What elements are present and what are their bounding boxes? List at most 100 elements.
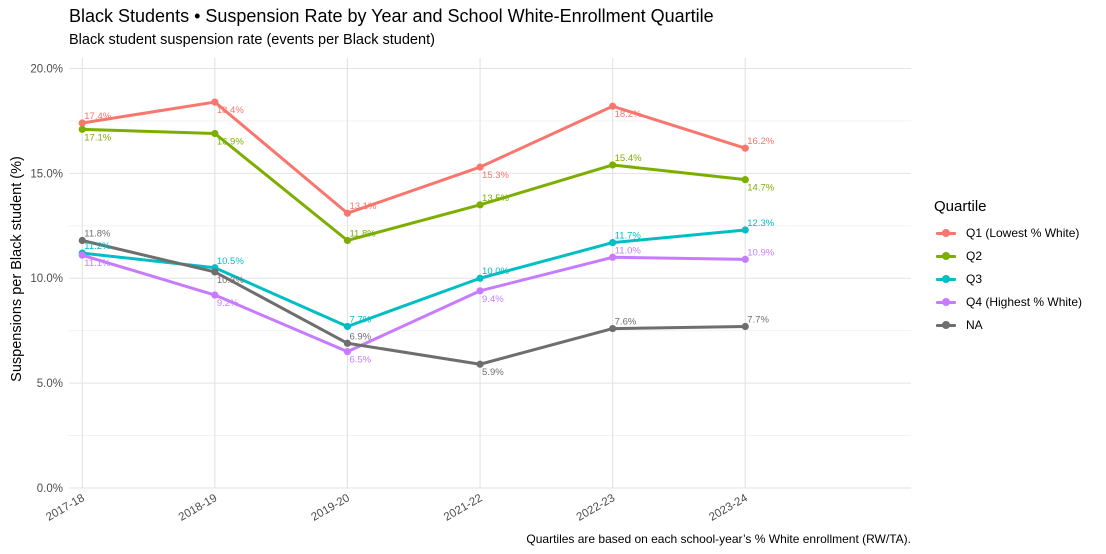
y-tick-label: 0.0% bbox=[37, 483, 63, 495]
legend-key bbox=[934, 319, 958, 331]
data-label: 6.5% bbox=[349, 355, 371, 366]
legend-key bbox=[934, 250, 958, 262]
data-label: 9.4% bbox=[482, 294, 504, 305]
data-label: 10.0% bbox=[482, 266, 509, 277]
series-1 bbox=[78, 98, 749, 217]
legend-item: Q1 (Lowest % White) bbox=[934, 221, 1082, 244]
legend-label: Q3 bbox=[966, 271, 983, 286]
data-point bbox=[609, 102, 617, 110]
data-labels-2: 17.1% 16.9% 11.8% 13.5% 15.4% 14.7% bbox=[84, 132, 774, 239]
series-line bbox=[80, 127, 747, 242]
chart-subtitle: Black student suspension rate (events pe… bbox=[69, 32, 435, 48]
data-point bbox=[343, 322, 352, 331]
data-point bbox=[211, 291, 219, 299]
y-tick-label: 5.0% bbox=[37, 378, 63, 390]
legend-item: Q4 (Highest % White) bbox=[934, 290, 1082, 313]
series-line bbox=[80, 100, 747, 215]
data-point bbox=[741, 176, 749, 184]
x-tick-label: 2022-23 bbox=[575, 492, 618, 524]
data-labels-3: 11.2% 10.5% 7.7% 10.0% 11.7% 12.3% bbox=[84, 218, 774, 325]
data-label: 18.2% bbox=[615, 109, 642, 120]
data-point bbox=[476, 274, 484, 282]
data-label: 17.1% bbox=[84, 132, 111, 143]
data-label: 11.1% bbox=[84, 258, 111, 269]
data-label: 15.4% bbox=[615, 153, 642, 164]
data-point bbox=[476, 201, 484, 209]
y-tick-label: 15.0% bbox=[30, 168, 63, 180]
series-4 bbox=[78, 251, 749, 356]
series-5 bbox=[78, 236, 749, 368]
series-line bbox=[80, 253, 747, 354]
data-label: 17.4% bbox=[84, 111, 111, 122]
chart-title: Black Students • Suspension Rate by Year… bbox=[69, 6, 714, 26]
data-point bbox=[78, 125, 86, 133]
data-label: 11.2% bbox=[84, 241, 111, 252]
data-label: 7.6% bbox=[615, 317, 637, 328]
legend-label: NA bbox=[966, 317, 983, 332]
x-tick-label: 2019-20 bbox=[309, 492, 352, 524]
data-label: 16.2% bbox=[747, 136, 774, 147]
legend-label: Q1 (Lowest % White) bbox=[966, 225, 1080, 240]
data-point bbox=[609, 238, 617, 247]
legend: Quartile Q1 (Lowest % White) Q2 Q3 Q4 (High… bbox=[934, 198, 1082, 336]
legend-key bbox=[934, 296, 958, 308]
data-point bbox=[211, 268, 219, 276]
data-point bbox=[343, 348, 352, 356]
data-label: 11.7% bbox=[615, 231, 642, 242]
data-label: 5.9% bbox=[482, 367, 504, 378]
data-labels-1: 17.4% 18.4% 13.1% 15.3% 18.2% 16.2% bbox=[84, 105, 774, 212]
x-tick-label: 2021-22 bbox=[442, 492, 485, 524]
data-labels-5: 11.8% 10.3% 6.9% 5.9% 7.6% 7.7% bbox=[84, 228, 769, 378]
legend-item: NA bbox=[934, 313, 1082, 336]
legend-label: Q4 (Highest % White) bbox=[966, 294, 1083, 309]
data-label: 13.1% bbox=[349, 201, 376, 212]
data-label: 13.5% bbox=[482, 193, 509, 204]
legend-key bbox=[934, 227, 958, 239]
data-point bbox=[741, 255, 749, 263]
legend-key bbox=[934, 273, 958, 285]
data-point bbox=[609, 161, 617, 169]
data-point bbox=[609, 253, 617, 261]
series-2 bbox=[78, 125, 749, 245]
chart-caption: Quartiles are based on each school-year’… bbox=[526, 532, 911, 546]
data-point bbox=[741, 226, 749, 234]
data-point bbox=[476, 163, 484, 171]
data-point bbox=[78, 251, 86, 259]
data-point bbox=[343, 236, 352, 245]
series-line bbox=[80, 238, 747, 366]
x-tick-label: 2017-18 bbox=[44, 492, 87, 524]
data-point bbox=[211, 129, 219, 138]
data-label: 18.4% bbox=[217, 105, 244, 116]
data-point bbox=[78, 236, 86, 245]
y-tick-label: 20.0% bbox=[30, 63, 63, 75]
data-label: 16.9% bbox=[217, 137, 244, 148]
data-label: 7.7% bbox=[349, 314, 371, 325]
x-tick-label: 2023-24 bbox=[707, 492, 750, 524]
data-label: 10.5% bbox=[217, 256, 244, 267]
legend-label: Q2 bbox=[966, 248, 983, 263]
data-point bbox=[78, 119, 86, 127]
data-label: 7.7% bbox=[747, 314, 769, 325]
data-label: 10.3% bbox=[217, 275, 244, 286]
data-label: 6.9% bbox=[349, 331, 371, 342]
data-label: 9.2% bbox=[217, 298, 239, 309]
data-point bbox=[741, 144, 749, 152]
data-label: 15.3% bbox=[482, 170, 509, 181]
data-labels-4: 11.1% 9.2% 6.5% 9.4% 11.0% 10.9% bbox=[84, 245, 774, 365]
y-tick-label: 10.0% bbox=[30, 273, 63, 285]
legend-item: Q2 bbox=[934, 244, 1082, 267]
data-label: 11.8% bbox=[84, 228, 111, 239]
data-label: 11.0% bbox=[615, 245, 642, 256]
data-label: 14.7% bbox=[747, 183, 774, 194]
x-tick-label: 2018-19 bbox=[177, 492, 220, 524]
data-label: 10.9% bbox=[747, 247, 774, 258]
data-label: 11.8% bbox=[349, 228, 376, 239]
data-point bbox=[476, 287, 484, 295]
data-label: 12.3% bbox=[747, 218, 774, 229]
legend-title: Quartile bbox=[934, 198, 987, 215]
legend-item: Q3 bbox=[934, 267, 1082, 290]
data-point bbox=[741, 322, 749, 331]
data-point bbox=[476, 360, 484, 368]
data-point bbox=[609, 324, 617, 333]
